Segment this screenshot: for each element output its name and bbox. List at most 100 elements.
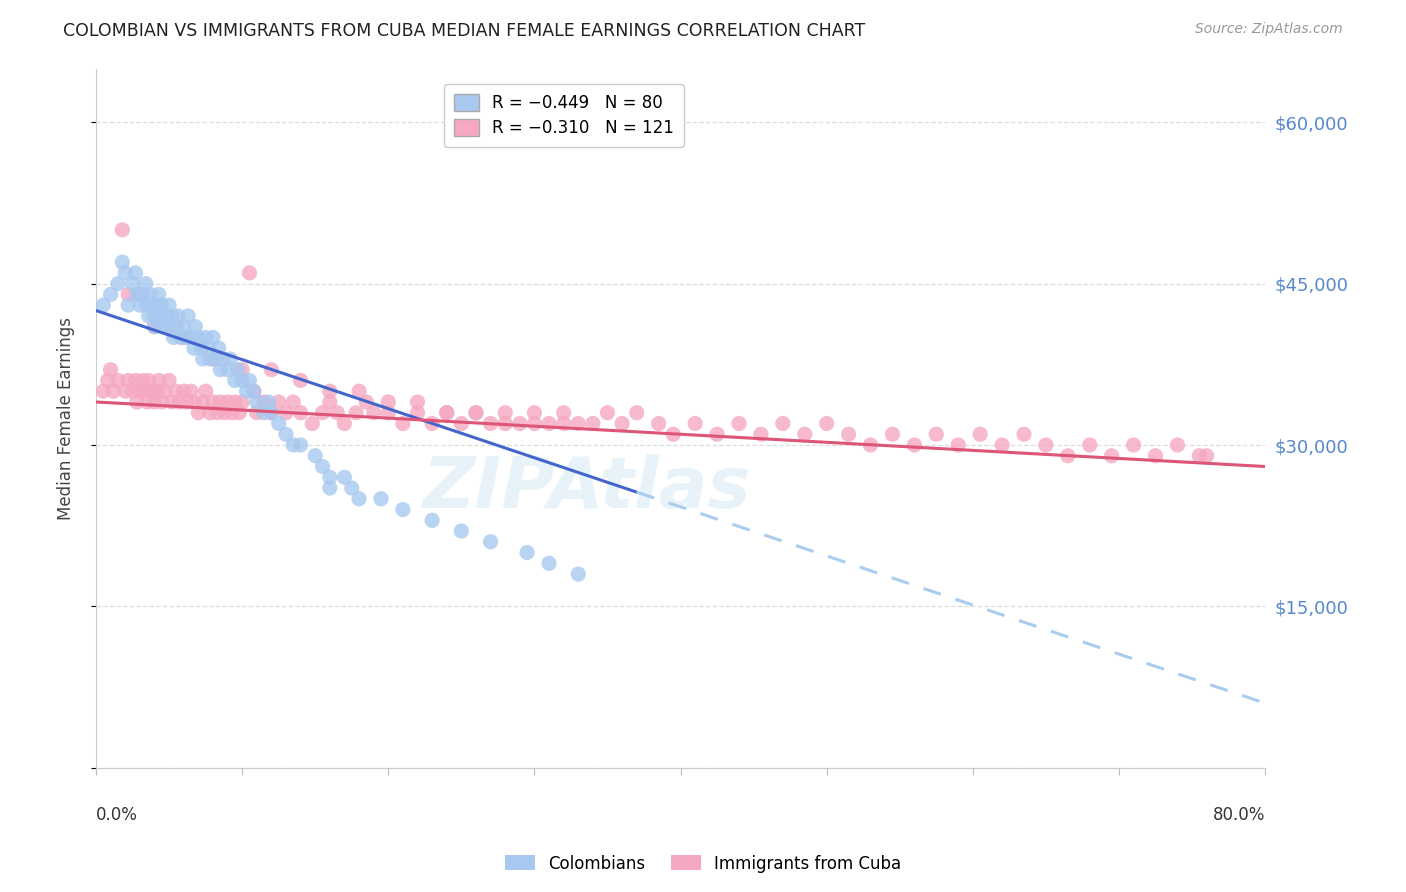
Point <box>553 406 575 420</box>
Point <box>1012 427 1035 442</box>
Point <box>162 330 184 344</box>
Point <box>207 406 229 420</box>
Point <box>728 417 751 431</box>
Point <box>141 384 163 399</box>
Point <box>406 406 429 420</box>
Point <box>267 395 290 409</box>
Point <box>183 395 205 409</box>
Point <box>274 406 297 420</box>
Point <box>165 319 187 334</box>
Point <box>201 395 224 409</box>
Legend: Colombians, Immigrants from Cuba: Colombians, Immigrants from Cuba <box>498 848 908 880</box>
Point <box>219 351 242 366</box>
Point <box>187 406 209 420</box>
Point <box>246 406 269 420</box>
Point <box>143 319 166 334</box>
Point <box>136 298 159 312</box>
Point <box>450 524 472 538</box>
Point <box>169 395 191 409</box>
Point <box>815 417 838 431</box>
Point <box>260 406 283 420</box>
Point <box>148 374 170 388</box>
Point <box>523 406 546 420</box>
Point <box>479 417 502 431</box>
Point <box>143 309 166 323</box>
Point <box>793 427 815 442</box>
Point <box>146 384 169 399</box>
Point <box>882 427 904 442</box>
Point <box>198 351 221 366</box>
Point <box>107 277 129 291</box>
Point <box>260 362 283 376</box>
Point <box>125 287 148 301</box>
Point <box>326 406 349 420</box>
Point <box>157 319 180 334</box>
Point <box>772 417 794 431</box>
Point <box>153 384 176 399</box>
Point <box>184 319 207 334</box>
Point <box>117 298 139 312</box>
Point <box>311 406 333 420</box>
Point <box>107 374 129 388</box>
Point <box>1035 438 1057 452</box>
Point <box>100 287 122 301</box>
Point <box>274 427 297 442</box>
Point <box>238 374 260 388</box>
Point <box>224 374 246 388</box>
Point <box>301 417 323 431</box>
Point <box>267 417 290 431</box>
Point <box>146 298 169 312</box>
Point <box>683 417 706 431</box>
Point <box>114 384 136 399</box>
Point <box>290 406 312 420</box>
Point <box>859 438 882 452</box>
Point <box>553 417 575 431</box>
Point <box>333 417 356 431</box>
Point <box>356 395 378 409</box>
Point <box>100 362 122 376</box>
Point <box>135 277 157 291</box>
Point <box>363 406 385 420</box>
Point <box>243 384 266 399</box>
Point <box>246 395 269 409</box>
Point <box>991 438 1014 452</box>
Point <box>340 481 363 495</box>
Point <box>138 309 160 323</box>
Point <box>121 277 143 291</box>
Point <box>706 427 728 442</box>
Point <box>647 417 669 431</box>
Point <box>311 459 333 474</box>
Point <box>217 362 239 376</box>
Point <box>465 406 488 420</box>
Point <box>509 417 531 431</box>
Point <box>226 362 249 376</box>
Point <box>582 417 605 431</box>
Text: ZIPAtlas: ZIPAtlas <box>423 453 751 523</box>
Point <box>180 384 202 399</box>
Point <box>479 534 502 549</box>
Point <box>190 341 212 355</box>
Point <box>260 406 283 420</box>
Point <box>160 309 183 323</box>
Point <box>319 395 342 409</box>
Point <box>214 406 236 420</box>
Point <box>91 384 114 399</box>
Point <box>117 374 139 388</box>
Point <box>217 395 239 409</box>
Point <box>344 406 367 420</box>
Point <box>238 266 260 280</box>
Point <box>1195 449 1218 463</box>
Point <box>209 362 232 376</box>
Point <box>1166 438 1188 452</box>
Point <box>1078 438 1101 452</box>
Point <box>290 374 312 388</box>
Point <box>166 309 188 323</box>
Point <box>370 491 392 506</box>
Point <box>567 417 589 431</box>
Point <box>183 341 205 355</box>
Point <box>135 384 157 399</box>
Point <box>121 384 143 399</box>
Point <box>228 406 250 420</box>
Point <box>610 417 633 431</box>
Point <box>523 417 546 431</box>
